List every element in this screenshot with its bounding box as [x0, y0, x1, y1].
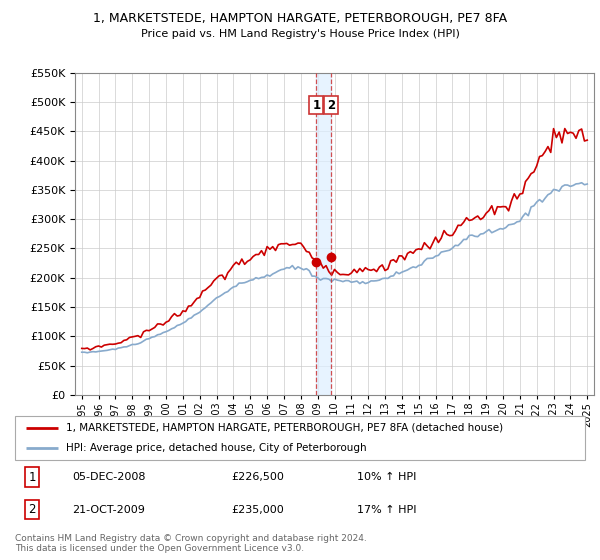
Text: HPI: Average price, detached house, City of Peterborough: HPI: Average price, detached house, City…	[66, 443, 367, 453]
Bar	[316, 73, 331, 395]
Text: 05-DEC-2008: 05-DEC-2008	[72, 472, 146, 482]
Text: 17% ↑ HPI: 17% ↑ HPI	[357, 505, 416, 515]
Text: 1: 1	[28, 470, 36, 483]
Text: Contains HM Land Registry data © Crown copyright and database right 2024.
This d: Contains HM Land Registry data © Crown c…	[15, 534, 367, 553]
Text: 21-OCT-2009: 21-OCT-2009	[72, 505, 145, 515]
Text: £235,000: £235,000	[232, 505, 284, 515]
Text: 1, MARKETSTEDE, HAMPTON HARGATE, PETERBOROUGH, PE7 8FA (detached house): 1, MARKETSTEDE, HAMPTON HARGATE, PETERBO…	[66, 423, 503, 433]
FancyBboxPatch shape	[15, 416, 585, 460]
Text: 10% ↑ HPI: 10% ↑ HPI	[357, 472, 416, 482]
Text: Price paid vs. HM Land Registry's House Price Index (HPI): Price paid vs. HM Land Registry's House …	[140, 29, 460, 39]
Text: 1: 1	[312, 99, 320, 111]
Text: 1, MARKETSTEDE, HAMPTON HARGATE, PETERBOROUGH, PE7 8FA: 1, MARKETSTEDE, HAMPTON HARGATE, PETERBO…	[93, 12, 507, 25]
Text: 2: 2	[327, 99, 335, 111]
Text: £226,500: £226,500	[232, 472, 284, 482]
Text: 2: 2	[28, 503, 36, 516]
